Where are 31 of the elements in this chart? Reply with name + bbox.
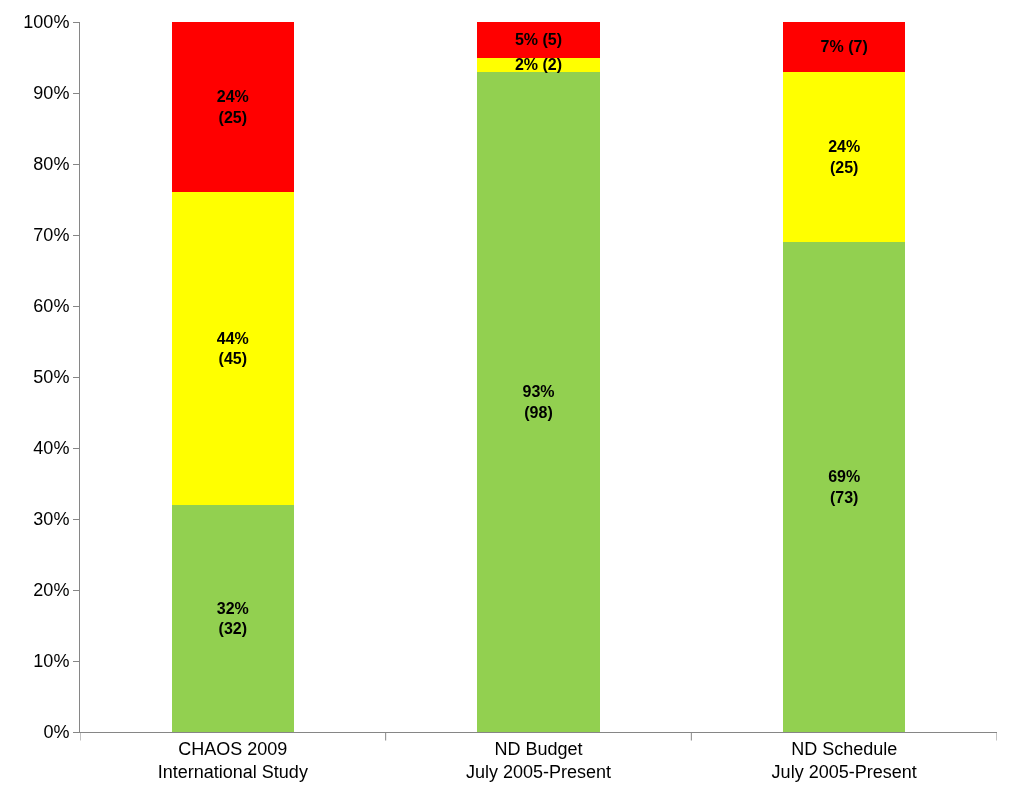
data-label: 24% (25) [828, 138, 861, 176]
y-tick-label: 90% [33, 83, 70, 104]
y-tick-label: 30% [33, 509, 70, 530]
y-tick-label: 40% [33, 438, 70, 459]
y-tick-label: 80% [33, 154, 70, 175]
y-tick-label: 20% [33, 580, 70, 601]
x-tick-label: ND Schedule July 2005-Present [771, 738, 917, 782]
data-label: 5% (5) [514, 31, 563, 49]
y-tick-label: 50% [33, 367, 70, 388]
data-label: 44% (45) [216, 329, 249, 368]
bar [783, 242, 906, 732]
x-tick-label: CHAOS 2009 International Study [157, 738, 308, 782]
data-label: 2% (2) [514, 56, 563, 74]
data-label: 7% (7) [820, 38, 868, 56]
bar [783, 22, 906, 72]
data-label: 69% (73) [828, 468, 861, 506]
bar [171, 192, 294, 505]
bar [477, 71, 600, 732]
y-tick-label: 10% [33, 651, 70, 672]
bar [477, 22, 600, 58]
y-tick-label: 60% [33, 296, 70, 317]
data-label: 93% (98) [522, 382, 555, 421]
data-label: 32% (32) [216, 599, 249, 638]
y-tick-label: 100% [23, 12, 70, 33]
x-tick-label: ND Budget July 2005-Present [465, 738, 612, 782]
y-tick-label: 0% [43, 722, 70, 743]
bar [783, 71, 906, 243]
bar [171, 504, 294, 732]
y-tick-label: 70% [33, 225, 70, 246]
data-label: 24% (25) [216, 88, 249, 127]
bar [171, 22, 294, 193]
